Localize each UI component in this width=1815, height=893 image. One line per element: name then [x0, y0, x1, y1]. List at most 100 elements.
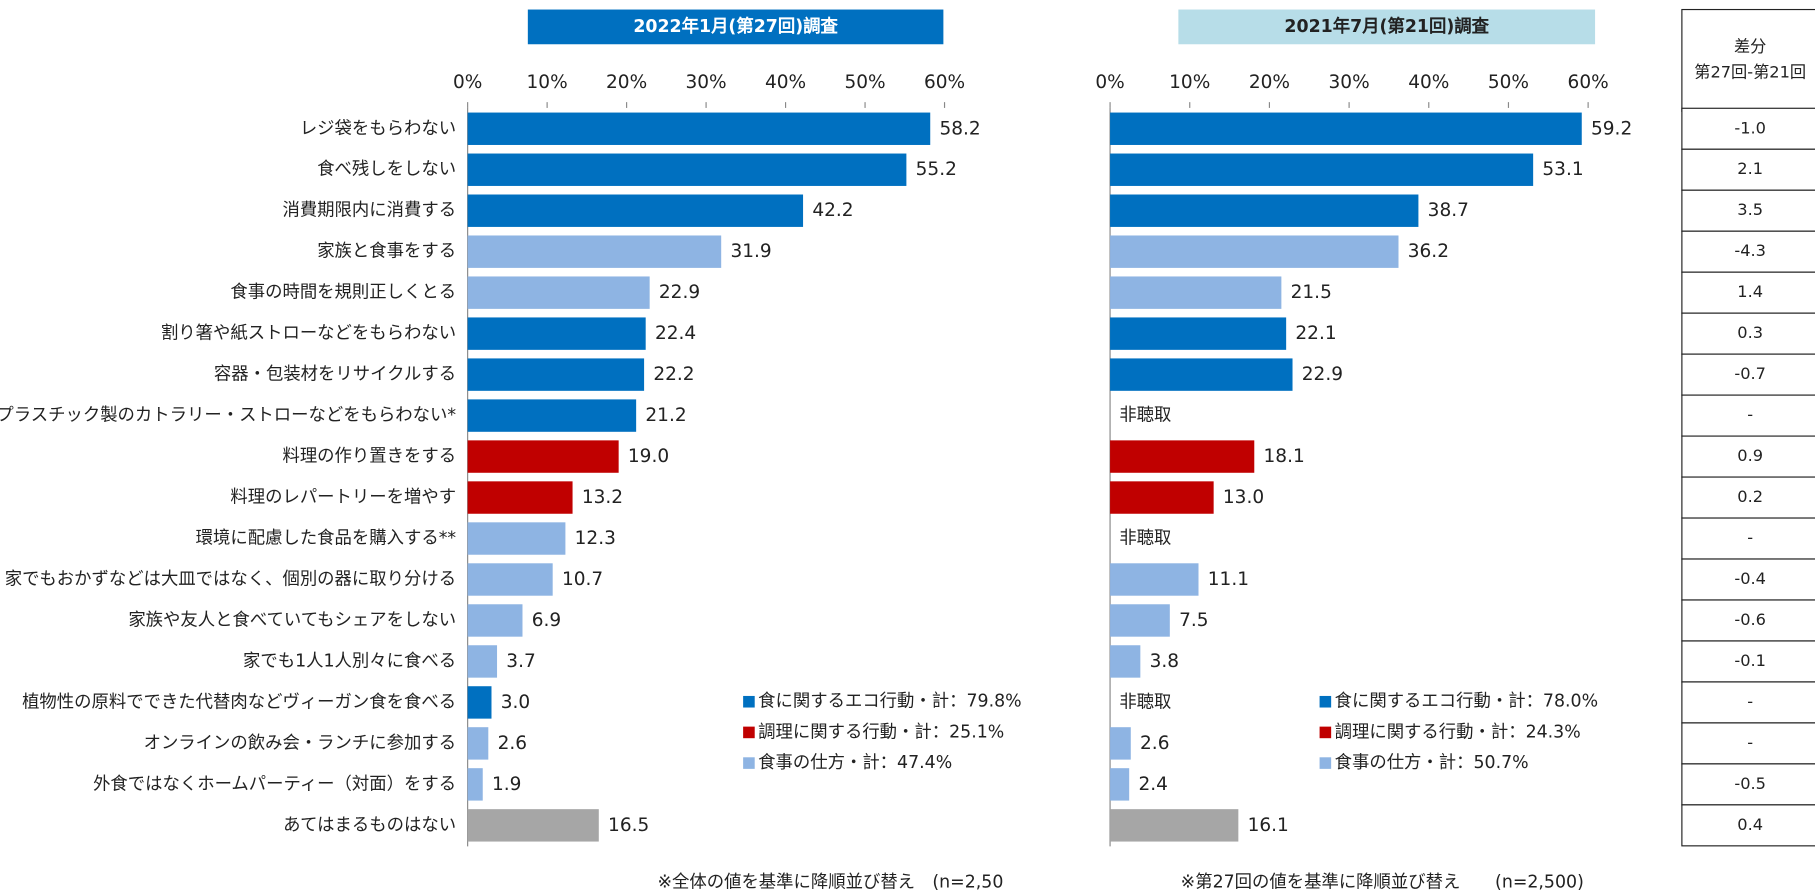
value-label: 36.2 — [1408, 241, 1449, 262]
table-cell — [1681, 681, 1815, 724]
value-label: 6.9 — [532, 610, 561, 631]
table-value: 2.1 — [1737, 159, 1763, 178]
value-label: 53.1 — [1542, 159, 1583, 180]
bar — [1110, 276, 1282, 309]
title-bar — [1178, 9, 1596, 45]
table-value: 0.3 — [1737, 323, 1763, 342]
value-label: 7.5 — [1179, 610, 1208, 631]
value-label: 12.3 — [575, 528, 616, 549]
category-label: レジ袋をもらわない — [300, 119, 456, 139]
bar — [1110, 604, 1170, 637]
table-cell — [1681, 599, 1815, 642]
value-label: 58.2 — [939, 118, 980, 139]
chart-title: 2021年7月(第21回)調査 — [1284, 16, 1489, 37]
bar — [467, 645, 498, 678]
value-label: 22.1 — [1295, 323, 1336, 344]
table-value: -4.3 — [1734, 241, 1766, 260]
table-value: -0.5 — [1734, 774, 1766, 793]
table-cell — [1681, 722, 1815, 765]
value-label: 21.2 — [645, 405, 686, 426]
value-label: 22.2 — [653, 364, 694, 385]
category-label: オンラインの飲み会・ランチに参加する — [144, 733, 456, 753]
chart-title: 2022年1月(第27回)調査 — [633, 16, 838, 37]
value-label: 22.9 — [659, 282, 700, 303]
bar — [467, 768, 483, 801]
bar — [467, 112, 931, 145]
category-label: 食事の時間を規則正しくとる — [230, 283, 456, 303]
table-value: 0.4 — [1737, 815, 1763, 834]
x-tick-label: 30% — [1329, 72, 1370, 93]
x-tick-label: 20% — [1249, 72, 1290, 93]
x-tick-label: 60% — [1568, 72, 1609, 93]
value-label: 55.2 — [916, 159, 957, 180]
value-label: 2.6 — [498, 733, 527, 754]
legend-swatch — [1319, 757, 1332, 769]
value-label: 31.9 — [730, 241, 771, 262]
value-label: 3.8 — [1150, 651, 1179, 672]
table-cell — [1681, 107, 1815, 150]
x-tick-label: 10% — [527, 72, 568, 93]
category-label: 割り箸や紙ストローなどをもらわない — [161, 324, 456, 344]
table-cell — [1681, 271, 1815, 314]
category-label: 消費期限内に消費する — [282, 201, 456, 221]
table-header: 差分 — [1734, 37, 1766, 56]
value-label: 1.9 — [492, 774, 521, 795]
bar — [467, 686, 492, 719]
bar — [1110, 768, 1130, 801]
bar — [467, 399, 637, 432]
value-label: 11.1 — [1208, 569, 1249, 590]
legend-swatch — [743, 726, 755, 739]
table-value: -0.1 — [1734, 651, 1766, 670]
x-tick-label: 10% — [1169, 72, 1210, 93]
bar — [1110, 645, 1141, 678]
value-label: 59.2 — [1591, 118, 1632, 139]
value-label: 非聴取 — [1119, 692, 1171, 712]
category-label: あてはまるものはない — [283, 815, 456, 835]
table-value: 0.9 — [1737, 446, 1763, 465]
legend-label: 食事の仕方・計：50.7% — [1335, 753, 1529, 773]
category-label: 家族と食事をする — [317, 242, 456, 262]
title-bar — [527, 9, 944, 45]
table-cell — [1681, 517, 1815, 560]
bar — [467, 276, 650, 309]
x-tick-label: 50% — [844, 72, 885, 93]
legend-label: 食に関するエコ行動・計：79.8% — [758, 692, 1021, 712]
table-value: - — [1747, 528, 1753, 547]
table-header: 第27回-第21回 — [1694, 63, 1806, 82]
table-cell — [1681, 148, 1815, 191]
bar — [1110, 563, 1199, 596]
value-label: 3.7 — [506, 651, 535, 672]
value-label: 42.2 — [812, 200, 853, 221]
x-tick-label: 0% — [1095, 72, 1124, 93]
x-tick-label: 40% — [765, 72, 806, 93]
bar — [467, 604, 523, 637]
value-label: 非聴取 — [1119, 529, 1171, 549]
table-value: 1.4 — [1737, 282, 1763, 301]
x-tick-label: 50% — [1488, 72, 1529, 93]
legend-swatch — [743, 757, 755, 769]
table-value: 0.2 — [1737, 487, 1763, 506]
table-cell — [1681, 640, 1815, 683]
table-value: -1.0 — [1734, 118, 1766, 137]
note: ※第27回の値を基準に降順並び替え (n=2,500) — [1181, 872, 1584, 892]
legend-swatch — [1319, 695, 1332, 708]
bar — [1110, 153, 1534, 186]
category-label: 家でも1人1人別々に食べる — [243, 651, 456, 671]
bar — [1110, 194, 1419, 227]
table-value: - — [1747, 405, 1753, 424]
bar — [467, 317, 646, 350]
x-tick-label: 40% — [1408, 72, 1449, 93]
bar — [467, 153, 907, 186]
legend-label: 調理に関する行動・計：24.3% — [1335, 722, 1581, 742]
bar — [1110, 317, 1287, 350]
category-label: 料理の作り置きをする — [282, 447, 456, 467]
category-label: 家でもおかずなどは大皿ではなく、個別の器に取り分ける — [5, 569, 456, 589]
category-label: プラスチック製のカトラリー・ストローなどをもらわない* — [0, 406, 456, 426]
category-label: 料理のレパートリーを増やす — [230, 488, 456, 508]
bar — [467, 522, 566, 555]
table-value: -0.4 — [1734, 569, 1766, 588]
legend-swatch — [1319, 726, 1332, 739]
category-label: 家族や友人と食べていてもシェアをしない — [128, 610, 456, 630]
value-label: 13.2 — [582, 487, 623, 508]
